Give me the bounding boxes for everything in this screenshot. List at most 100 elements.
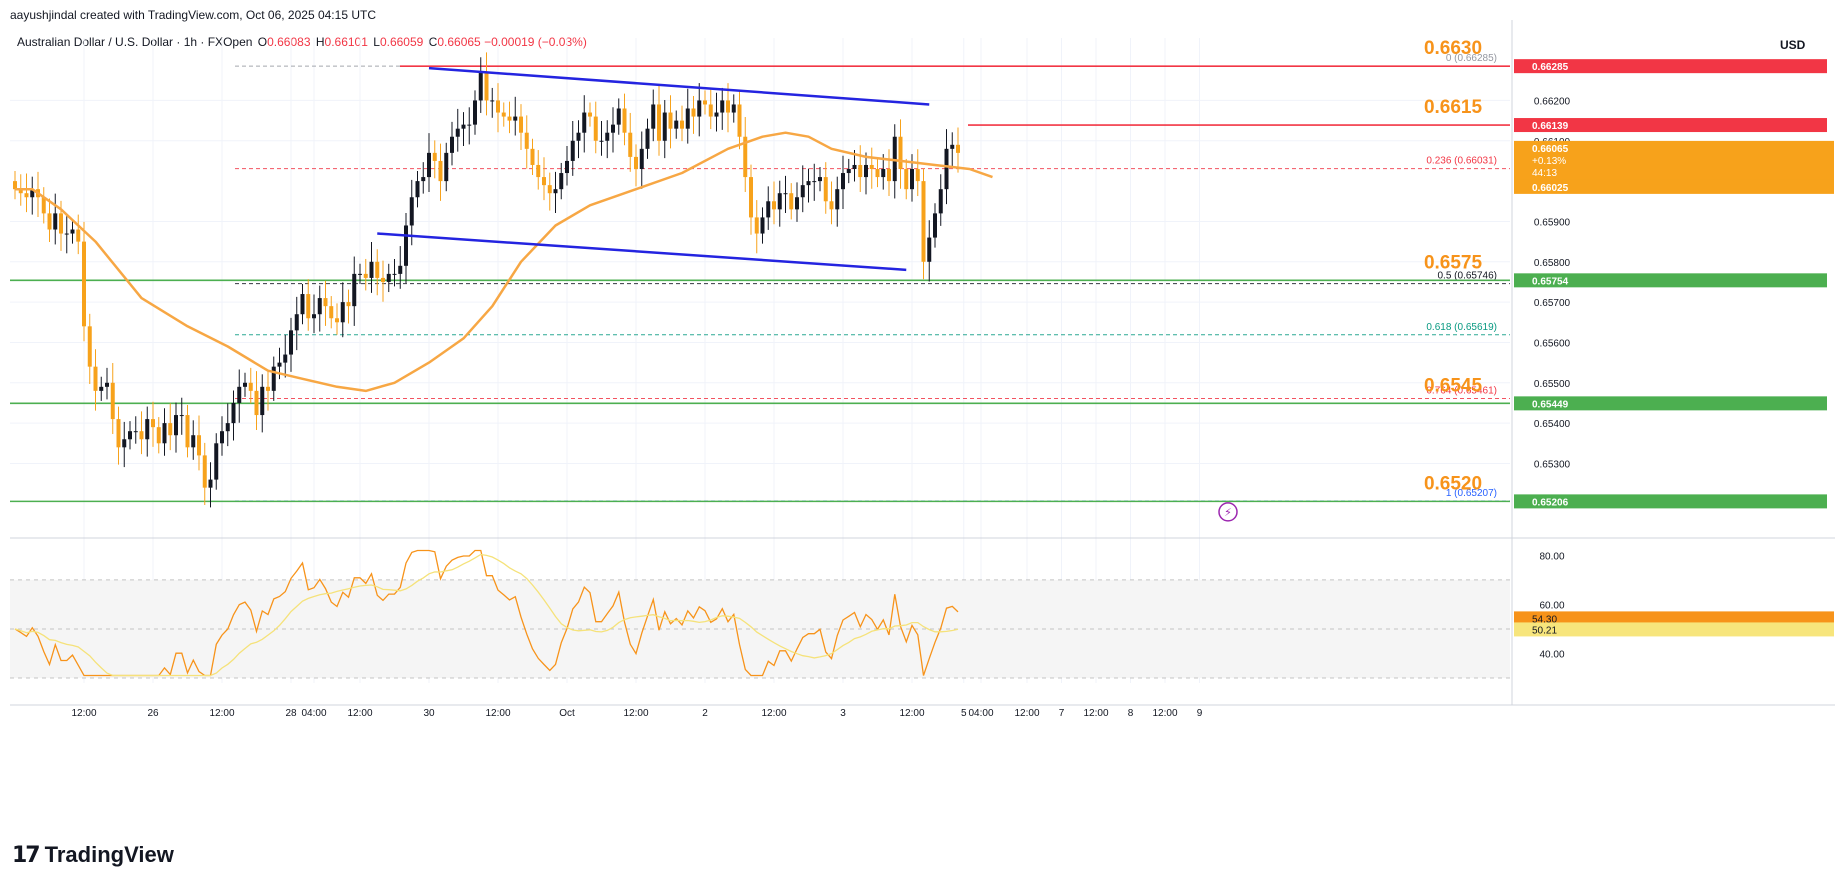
candle-body [645,128,650,149]
candle-body [547,185,552,194]
rsi-line [14,549,959,677]
candle-body [294,314,299,331]
candle-body [409,197,414,226]
candle-body [950,144,955,149]
time-tick-label: 12:00 [761,708,786,719]
time-tick-label: 12:00 [899,708,924,719]
candle-body [599,140,604,142]
candle-body [214,443,219,480]
last-price-change: +0.13% [1532,156,1566,167]
price-tag-label: 0.65206 [1532,497,1569,508]
candle-body [467,124,472,126]
rsi-tick-label: 80.00 [1539,551,1564,562]
tradingview-brand[interactable]: 17 TradingView [12,842,174,868]
channel-lower-line [377,232,907,272]
candle-body [438,160,443,182]
candle-body [743,136,748,178]
candle-body [231,402,236,424]
time-tick-label: 04:00 [968,708,993,719]
candle-body [892,136,897,182]
candle-body [841,173,845,190]
candle-body [910,169,914,190]
price-tick-label: 0.65800 [1534,258,1571,269]
candle-body [708,104,713,117]
candle-body [450,136,454,153]
candle-body [956,144,960,153]
candle-body [254,390,259,416]
ma-line [15,131,993,393]
candle-body [904,169,909,190]
candle-body [524,132,529,149]
price-tag-label: 0.65449 [1532,399,1569,410]
candle-body [657,104,661,141]
candle-body [329,306,334,319]
candle-body [869,164,874,170]
currency-label[interactable]: USD [1780,38,1806,52]
candle-body [829,201,834,210]
open-label: O [257,35,268,49]
candle-body [208,479,213,488]
time-tick-label: 12:00 [485,708,510,719]
candle-body [47,213,52,230]
candle-body [386,273,391,282]
candle-body [754,217,759,234]
candle-body [582,112,587,133]
candle-body [323,298,328,307]
candle-body [369,261,374,278]
candle-body [680,120,684,129]
candle-body [628,132,633,157]
candle-body [266,386,270,391]
candle-body [139,431,144,440]
candle-body [513,116,518,121]
candle-body [806,181,811,186]
open-value: 0.66083 [267,35,311,49]
time-tick-label: 12:00 [1083,708,1108,719]
candle-body [30,189,35,198]
time-tick-label: 3 [840,708,846,719]
candle-body [116,419,121,448]
candle-body [404,225,408,266]
candle-body [898,136,903,170]
low-value: 0.66059 [379,35,424,49]
candle-body [289,330,293,355]
candle-body [64,233,69,235]
candle-body [864,164,868,178]
symbol-name[interactable]: Australian Dollar / U.S. Dollar · 1h · F… [17,35,253,49]
candle-body [93,366,98,391]
candle-body [616,108,621,125]
candle-body [668,112,673,129]
time-tick-label: 04:00 [301,708,326,719]
candle-body [933,213,937,238]
candle-body [622,108,627,133]
candle-body [777,193,782,210]
candle-body [145,419,150,440]
candle-body [800,185,805,198]
high-value: 0.66101 [324,35,368,49]
price-grid [10,38,1510,683]
candle-body [300,294,305,315]
candle-body [588,112,592,117]
candle-body [697,100,702,117]
candle-body [938,189,943,214]
brand-name: TradingView [44,842,174,867]
candle-body [674,120,679,129]
candle-body [306,294,311,319]
low-label: L [373,35,380,49]
candle-body [634,156,638,170]
time-tick-label: 5 [961,708,967,719]
fib-retracement: 0 (0.66285)0.236 (0.66031)0.5 (0.65746)0… [235,53,1510,502]
price-tag [1514,494,1827,509]
candle-body [605,132,610,141]
high-label: H [315,35,325,49]
price-tag [1514,59,1827,74]
candle-body [691,108,696,117]
candle-body [421,177,426,182]
candle-body [461,124,466,129]
rsi-tick-label: 40.00 [1539,649,1564,660]
candle-body [881,169,886,178]
candle-body [18,189,23,194]
candle-body [823,177,828,202]
candle-body [87,326,92,367]
